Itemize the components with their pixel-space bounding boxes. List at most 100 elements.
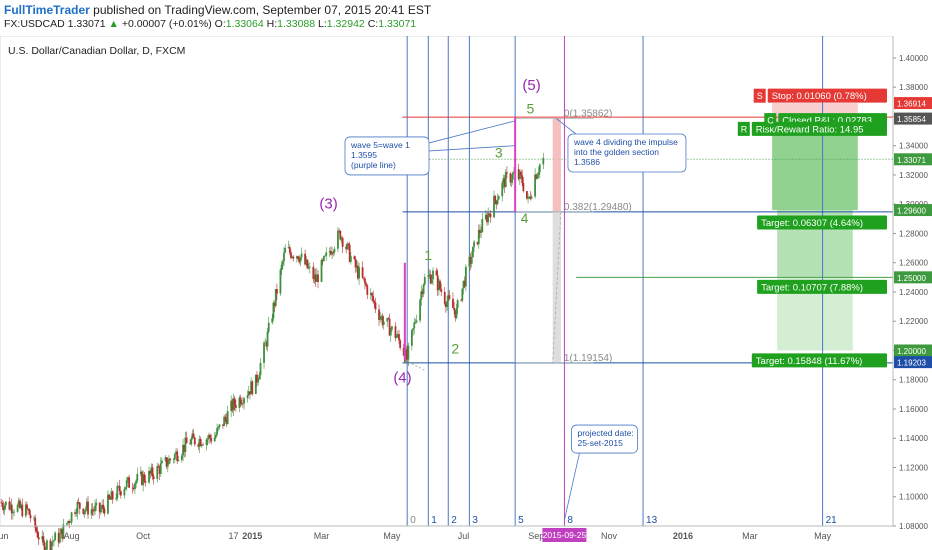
candle-body [207, 435, 210, 439]
candle-body [36, 531, 39, 538]
candle-body [100, 509, 102, 513]
candle-body [284, 248, 287, 253]
candle-body [320, 260, 323, 282]
candle-body [200, 444, 203, 446]
candle-body [1, 502, 4, 508]
candle-body [209, 435, 211, 439]
trade-stub-box [753, 88, 766, 103]
candle-body [339, 231, 342, 240]
y-tick-label: 1.16000 [899, 405, 928, 414]
candle-body [470, 257, 473, 264]
candle-body [202, 444, 204, 446]
candle-body [12, 512, 14, 514]
candle-body [70, 512, 73, 523]
chart-header: FullTimeTrader published on TradingView.… [0, 0, 932, 36]
candle-body [223, 416, 226, 426]
price-badge-box [894, 204, 932, 217]
candle-body [394, 326, 397, 338]
candle-body [391, 326, 393, 330]
low-label: L: [318, 18, 327, 30]
candle-body [259, 362, 262, 376]
price-badge: 1.33071 [894, 153, 932, 166]
candle-body [222, 424, 224, 426]
candle-body [511, 173, 514, 180]
candle-body [374, 302, 377, 310]
candle-body [205, 439, 208, 446]
x-tick-label: Mar [314, 531, 330, 541]
candle-body [513, 171, 515, 174]
candle-body [148, 471, 150, 483]
candle-body [164, 457, 167, 461]
trade-label: Target: 0.10707 (7.88%) [757, 279, 887, 294]
candle-body [280, 264, 283, 270]
candle-body [157, 466, 160, 468]
y-tick-label: 1.38000 [899, 83, 928, 92]
high-label: H: [266, 18, 278, 30]
candle-body [487, 213, 490, 223]
candle-body [27, 508, 30, 510]
candle-body [128, 477, 130, 488]
candle-body [242, 403, 244, 404]
chart-title: U.S. Dollar/Canadian Dollar, D, FXCM [8, 45, 185, 57]
x-tick-label: Oct [136, 531, 151, 541]
candle-body [183, 444, 186, 452]
candle-body [158, 467, 161, 474]
candle-body [116, 486, 119, 499]
candle-body [161, 460, 163, 464]
candle-body [233, 398, 236, 406]
candle-body [479, 229, 481, 233]
price-badge: 1.25000 [894, 271, 932, 284]
candle-body [287, 247, 290, 249]
candle-body [166, 464, 169, 467]
candle-body [54, 532, 57, 541]
candle-body [423, 277, 426, 285]
candle-body [405, 349, 407, 362]
wave-label: 1 [424, 247, 432, 263]
candle-body [496, 199, 499, 205]
candle-body [238, 397, 241, 408]
price-badge-text: 1.35854 [897, 115, 926, 124]
candle-body [517, 169, 520, 180]
fib-zone-upper [552, 118, 561, 212]
candle-body [94, 505, 96, 512]
candle-body [231, 400, 234, 411]
candle-body [407, 345, 410, 360]
open-value: 1.33064 [225, 18, 264, 30]
trade-label-box [757, 279, 887, 294]
candle-body [321, 260, 324, 261]
x-tick-label: Mar [742, 531, 758, 541]
callout: wave 5=wave 11.3595(purple line) [344, 120, 516, 176]
candle-body [443, 291, 446, 304]
candle-body [422, 284, 425, 294]
symbol-name[interactable]: FX:USDCAD [4, 18, 65, 30]
author-link[interactable]: FullTimeTrader [4, 3, 90, 17]
candle-body [345, 246, 348, 250]
candle-body [87, 501, 89, 515]
wave-label: 3 [495, 144, 503, 160]
target-zone-1 [772, 130, 858, 211]
candle-body [110, 491, 113, 500]
cycle-label: 0 [410, 515, 416, 526]
candle-body [527, 197, 529, 199]
candle-body [65, 523, 68, 525]
x-tick-label: Jul [458, 531, 470, 541]
candle-body [300, 253, 303, 258]
cycle-label: 5 [518, 515, 524, 526]
candle-body [190, 438, 193, 445]
trade-label-box [751, 353, 887, 368]
cycle-label: 2 [451, 515, 457, 526]
candle-body [322, 256, 325, 261]
candle-body [308, 266, 311, 268]
candle-body [521, 175, 524, 183]
callout-text: (purple line) [351, 160, 396, 170]
candle-body [341, 237, 344, 247]
trade-label-text: Target: 0.15848 (11.67%) [756, 356, 863, 367]
candle-body [103, 508, 106, 514]
candle-body [271, 318, 274, 323]
candle-body [472, 246, 474, 258]
candle-body [10, 504, 13, 514]
x-tick-label: Sep [528, 531, 544, 541]
candle-body [283, 252, 285, 262]
trade-label-box [767, 88, 887, 103]
price-chart[interactable]: 0 1 2 3 5 8 13 210(1.35862)0.382(1.29480)1(1.19… [0, 36, 932, 550]
